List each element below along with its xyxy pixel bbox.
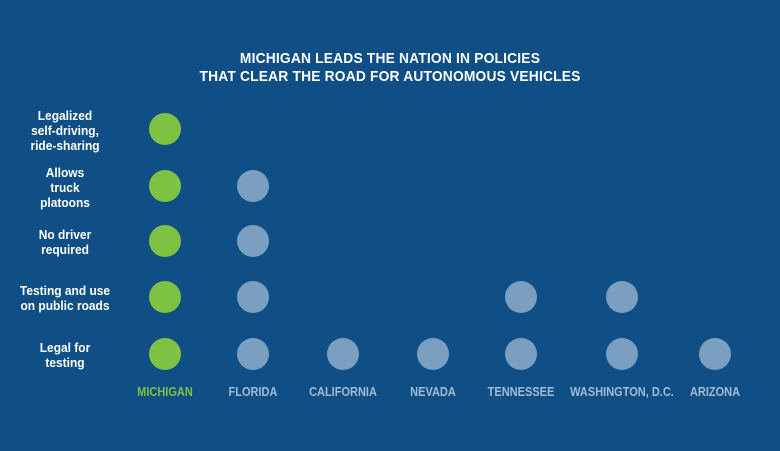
row-label-line: Legal for <box>39 340 91 355</box>
row-label-line: ride-sharing <box>30 137 100 153</box>
row-label: Testing and use on public roads <box>11 283 120 313</box>
row-label-line: Legalized <box>37 107 93 123</box>
row-label-line: testing <box>45 355 85 370</box>
column-label: NEVADA <box>410 385 456 399</box>
row-label-line: Allows <box>45 164 85 180</box>
policy-dot <box>505 281 537 313</box>
policy-dot <box>149 113 181 145</box>
chart-title-line-2: THAT CLEAR THE ROAD FOR AUTONOMOUS VEHIC… <box>199 68 581 85</box>
chart-title-line-1: MICHIGAN LEADS THE NATION IN POLICIES <box>239 50 541 67</box>
row-label-line: Testing and use <box>19 283 111 298</box>
policy-dot <box>237 281 269 313</box>
policy-dot <box>149 170 181 202</box>
row-label: Legal for testing <box>11 340 120 370</box>
column-label: CALIFORNIA <box>309 385 377 399</box>
policy-dot <box>606 281 638 313</box>
policy-dot <box>149 225 181 257</box>
policy-dot <box>149 338 181 370</box>
column-label: TENNESSEE <box>487 385 555 399</box>
policy-dot <box>237 170 269 202</box>
column-label: WASHINGTON, D.C. <box>570 385 674 399</box>
column-label: FLORIDA <box>228 385 278 399</box>
row-label-line: No driver <box>38 227 92 242</box>
row-label: Legalized self-driving, ride-sharing <box>11 108 120 153</box>
row-label: Allows truck platoons <box>11 165 120 210</box>
policy-dot <box>237 225 269 257</box>
policy-dot <box>505 338 537 370</box>
row-label-line: self-driving, <box>31 122 99 138</box>
row-label: No driver required <box>11 227 120 257</box>
policy-dot <box>606 338 638 370</box>
policy-dot <box>699 338 731 370</box>
policy-dot <box>237 338 269 370</box>
row-label-line: truck <box>50 179 80 195</box>
policy-dot <box>327 338 359 370</box>
chart-title: MICHIGAN LEADS THE NATION IN POLICIES TH… <box>31 50 749 86</box>
row-label-line: on public roads <box>20 298 110 313</box>
policy-dot <box>149 281 181 313</box>
row-label-line: required <box>41 242 89 257</box>
row-label-line: platoons <box>40 194 90 210</box>
column-label: MICHIGAN <box>137 385 193 399</box>
policy-dot <box>417 338 449 370</box>
column-label: ARIZONA <box>689 385 741 399</box>
